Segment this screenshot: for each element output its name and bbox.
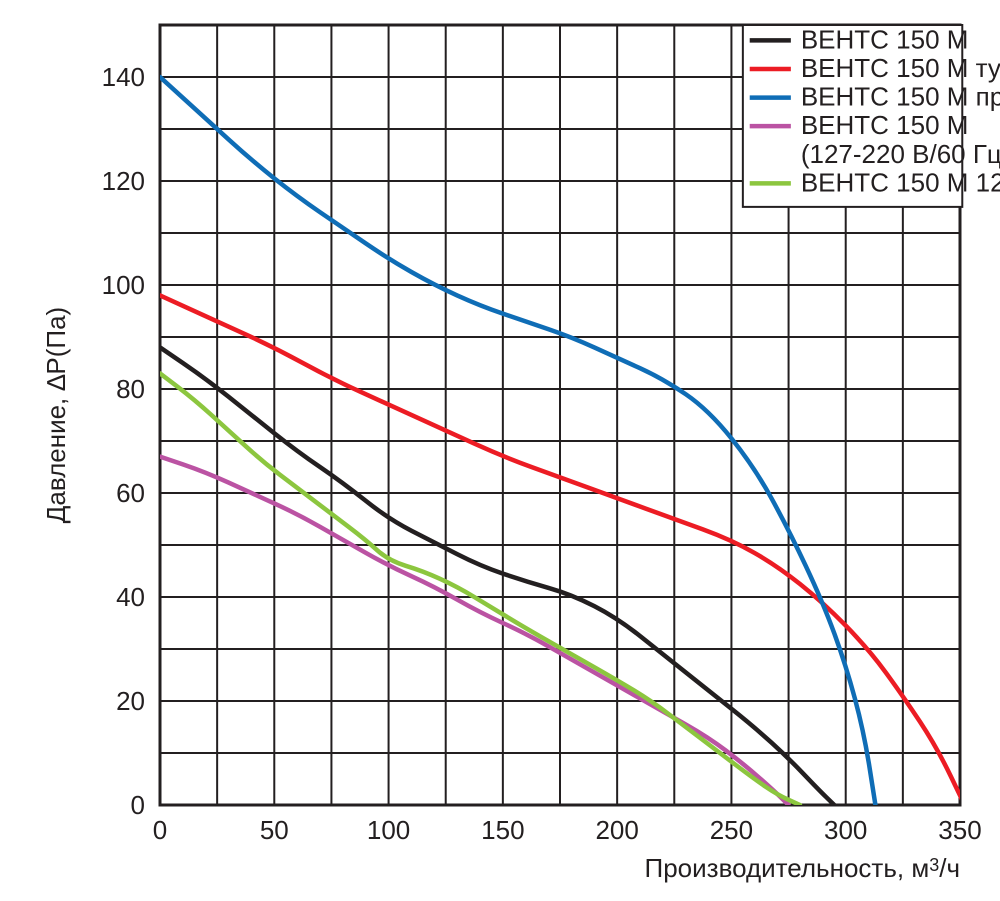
x-tick-label: 200: [595, 815, 638, 845]
legend-label: ВЕНТС 150 М 12: [801, 167, 1000, 197]
x-tick-label: 250: [710, 815, 753, 845]
legend-label: ВЕНТС 150 М: [801, 110, 969, 140]
legend-label: ВЕНТС 150 М: [801, 24, 969, 54]
x-tick-label: 50: [260, 815, 289, 845]
y-tick-label: 0: [131, 790, 145, 820]
y-tick-label: 140: [102, 62, 145, 92]
legend-label: ВЕНТС 150 М турбо: [801, 53, 1000, 83]
y-tick-label: 80: [116, 374, 145, 404]
legend: ВЕНТС 150 МВЕНТС 150 М турбоВЕНТС 150 М …: [743, 24, 1000, 206]
y-tick-label: 20: [116, 686, 145, 716]
x-axis-label: Производительность, м3/ч: [645, 853, 960, 883]
pressure-flow-chart: 0 50 100 150 200 250 300 350 0 20 40 60 80 100 120 140 Д…: [0, 0, 1000, 901]
y-tick-label: 120: [102, 166, 145, 196]
legend-label: (127-220 В/60 Гц): [801, 139, 1000, 169]
y-tick-label: 100: [102, 270, 145, 300]
y-tick-label: 40: [116, 582, 145, 612]
x-tick-label: 300: [824, 815, 867, 845]
y-axis-label: Давление, ∆P(Па): [41, 307, 71, 523]
x-tick-label: 100: [367, 815, 410, 845]
x-tick-label: 150: [481, 815, 524, 845]
x-tick-label: 350: [938, 815, 981, 845]
legend-label: ВЕНТС 150 М пресс: [801, 82, 1000, 112]
y-tick-label: 60: [116, 478, 145, 508]
x-tick-label: 0: [153, 815, 167, 845]
